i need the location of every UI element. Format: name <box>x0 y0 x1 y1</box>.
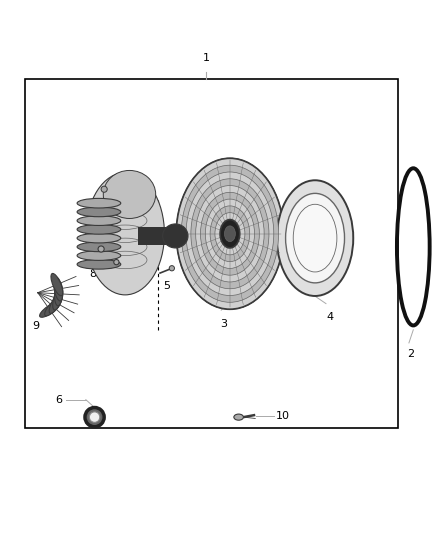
Text: 6: 6 <box>55 394 62 405</box>
Ellipse shape <box>77 207 121 217</box>
Ellipse shape <box>54 277 63 301</box>
Ellipse shape <box>224 226 235 241</box>
Ellipse shape <box>286 193 345 283</box>
Ellipse shape <box>77 233 121 243</box>
Ellipse shape <box>234 414 244 420</box>
Ellipse shape <box>220 220 240 248</box>
Ellipse shape <box>77 224 121 234</box>
Bar <box>25 79 398 428</box>
Circle shape <box>85 408 104 427</box>
Ellipse shape <box>55 282 63 306</box>
Text: 9: 9 <box>32 321 39 331</box>
Ellipse shape <box>51 273 63 296</box>
Ellipse shape <box>177 158 283 309</box>
Circle shape <box>101 186 107 192</box>
Ellipse shape <box>45 297 62 316</box>
Text: 10: 10 <box>276 411 290 421</box>
Ellipse shape <box>181 165 279 302</box>
Ellipse shape <box>186 172 274 295</box>
Ellipse shape <box>205 199 254 269</box>
Text: 2: 2 <box>407 350 415 359</box>
Ellipse shape <box>103 171 155 219</box>
Ellipse shape <box>77 260 121 269</box>
Ellipse shape <box>201 192 259 275</box>
Ellipse shape <box>86 173 164 295</box>
Text: 3: 3 <box>220 319 227 329</box>
Ellipse shape <box>196 185 264 282</box>
Ellipse shape <box>77 198 121 208</box>
Circle shape <box>114 260 119 265</box>
Ellipse shape <box>215 213 245 255</box>
Ellipse shape <box>293 204 337 272</box>
Ellipse shape <box>162 224 188 248</box>
Ellipse shape <box>77 216 121 225</box>
Circle shape <box>89 412 100 422</box>
Ellipse shape <box>39 302 60 317</box>
Ellipse shape <box>277 180 353 296</box>
Text: 1: 1 <box>202 53 209 63</box>
Text: 8: 8 <box>89 269 96 279</box>
Text: 5: 5 <box>163 281 170 291</box>
Text: 4: 4 <box>327 312 334 322</box>
Ellipse shape <box>49 292 63 313</box>
Ellipse shape <box>191 179 269 289</box>
Bar <box>138 227 175 245</box>
Circle shape <box>98 246 104 252</box>
Ellipse shape <box>177 158 283 309</box>
Text: 7: 7 <box>109 282 116 292</box>
Ellipse shape <box>77 242 121 252</box>
Ellipse shape <box>53 287 63 310</box>
Circle shape <box>169 265 174 271</box>
Ellipse shape <box>77 251 121 261</box>
Ellipse shape <box>210 206 250 262</box>
